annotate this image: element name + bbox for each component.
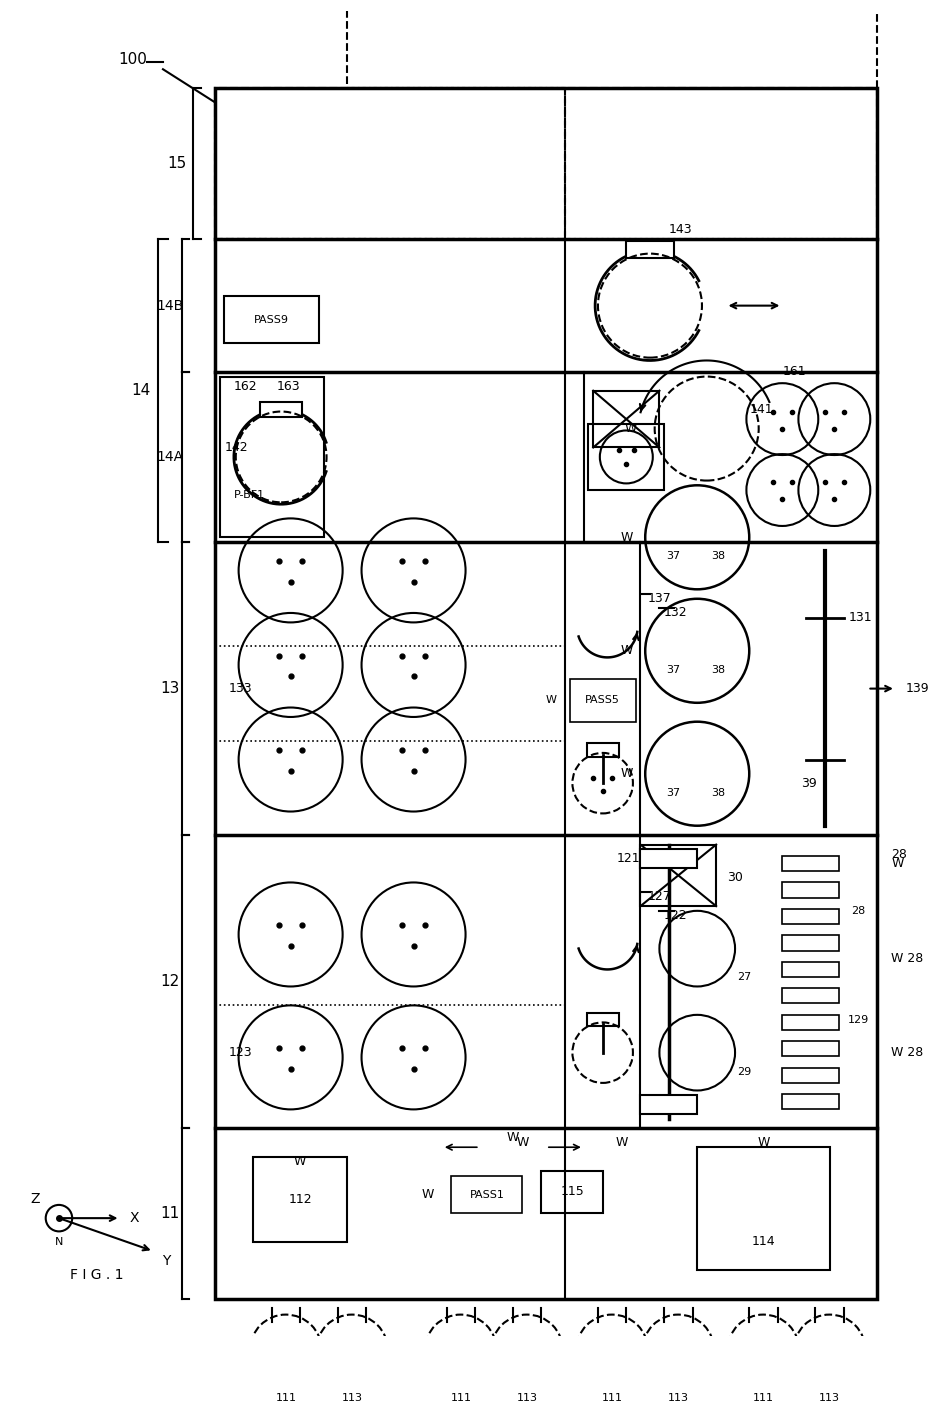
Text: W 28: W 28 [891,1046,923,1059]
Text: 142: 142 [224,442,248,454]
Bar [587,743,618,757]
Bar [782,908,839,924]
Text: 37: 37 [667,788,681,798]
Text: PASS1: PASS1 [470,1189,505,1200]
Text: W: W [620,767,632,780]
Bar [541,1171,603,1213]
Text: 133: 133 [229,683,253,695]
Text: 12: 12 [160,974,179,990]
Text: 38: 38 [711,788,725,798]
Bar [782,988,839,1004]
Bar [589,423,664,491]
Text: 143: 143 [669,223,693,237]
Bar [782,1095,839,1109]
Text: N: N [55,1237,63,1246]
Bar [641,1095,698,1115]
Text: W 28: W 28 [891,952,923,965]
Text: 37: 37 [667,551,681,561]
Bar [260,402,302,418]
Text: W: W [545,695,556,705]
Text: W: W [294,1155,306,1168]
Text: 111: 111 [753,1392,774,1402]
Text: PASS9: PASS9 [254,315,289,325]
Bar [451,1176,523,1213]
Text: 38: 38 [711,665,725,674]
Text: 113: 113 [668,1392,689,1402]
Text: 115: 115 [561,1185,584,1199]
Text: P-BF1: P-BF1 [233,489,265,499]
Bar [593,391,659,447]
Text: Y: Y [162,1253,170,1267]
Text: 121: 121 [617,852,641,865]
Bar [253,1157,348,1242]
Text: 137: 137 [648,592,671,606]
Text: PASS5: PASS5 [585,695,620,705]
Text: 13: 13 [160,681,179,697]
Text: 113: 113 [819,1392,840,1402]
Text: 141: 141 [750,404,773,416]
Text: 111: 111 [602,1392,622,1402]
Text: 14: 14 [132,383,151,398]
Text: 29: 29 [737,1067,751,1077]
Text: Z: Z [31,1192,40,1206]
Bar [782,1042,839,1057]
Text: F I G . 1: F I G . 1 [70,1267,124,1281]
Text: 14B: 14B [156,299,183,313]
Text: 100: 100 [118,52,147,67]
Text: 37: 37 [667,665,681,674]
Text: W: W [421,1187,434,1202]
Text: W: W [516,1136,528,1150]
Bar [782,882,839,897]
Text: 28: 28 [891,848,907,861]
Text: 127: 127 [648,890,671,903]
Text: 123: 123 [229,1046,253,1059]
Bar [698,1147,830,1270]
Bar [782,962,839,977]
Text: 11: 11 [160,1206,179,1221]
Bar [626,241,673,258]
Text: W: W [625,422,637,435]
Bar [782,1068,839,1082]
Text: W: W [620,531,632,544]
Text: 111: 111 [450,1392,472,1402]
Text: 114: 114 [751,1235,776,1248]
Text: W: W [507,1131,519,1144]
Text: 113: 113 [516,1392,538,1402]
Text: 15: 15 [167,156,187,171]
Bar [569,679,636,722]
Text: W: W [757,1136,770,1150]
Text: 30: 30 [727,871,743,885]
Text: 129: 129 [847,1015,869,1025]
Bar [219,377,324,537]
Text: 39: 39 [802,777,817,789]
Text: 132: 132 [664,607,688,620]
Text: 28: 28 [851,906,865,916]
Text: 163: 163 [276,380,300,393]
Text: 27: 27 [737,972,751,981]
Bar [782,1015,839,1030]
Text: 122: 122 [664,908,688,923]
Text: 112: 112 [288,1193,312,1206]
Text: 161: 161 [782,366,806,379]
Bar [641,850,698,868]
Bar [587,1014,618,1026]
Text: 139: 139 [905,683,929,695]
Text: 38: 38 [711,551,725,561]
Bar [215,88,565,240]
Text: 111: 111 [275,1392,297,1402]
Text: 131: 131 [848,611,872,624]
Bar [782,857,839,871]
Text: W: W [616,1136,628,1150]
Bar [348,0,877,88]
Text: 113: 113 [341,1392,363,1402]
Text: 162: 162 [233,380,258,393]
Bar [782,935,839,951]
Text: X: X [130,1211,140,1225]
Text: W: W [891,857,903,871]
Bar [215,88,877,1298]
Bar [641,844,716,906]
Text: 14A: 14A [156,450,183,464]
Text: W: W [620,645,632,658]
Bar [224,296,319,343]
